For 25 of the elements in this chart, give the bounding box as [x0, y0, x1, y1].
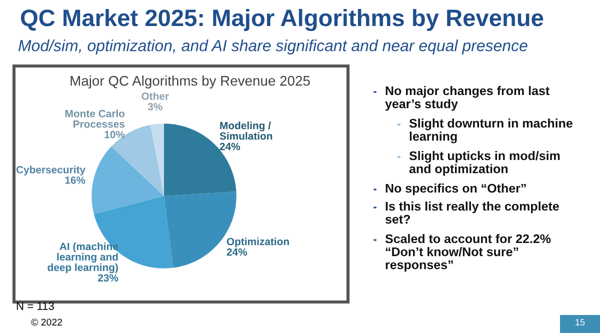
- chart-subtitle: Mod/sim, optimization, and AI share significant and near equal presence: [18, 40, 528, 54]
- data-label: 16%: [65, 176, 86, 184]
- text: Slight downturn in machine learning: [409, 118, 572, 144]
- text: No specifics on “Other”: [386, 184, 526, 196]
- text: © 2022: [31, 318, 62, 326]
- slice-label: Monte Carlo Processes: [65, 110, 125, 128]
- slice-label: Optimization: [226, 238, 289, 248]
- data-label: 24%: [226, 248, 248, 256]
- pie-slice: [92, 146, 164, 214]
- text: Scaled to account for 22.2% “Don’t know/Not sure” responses”: [385, 234, 551, 272]
- data-label: 23%: [98, 274, 118, 282]
- text: Is this list really the complete set?: [385, 202, 559, 224]
- data-label: 10%: [104, 130, 125, 138]
- text: N = 113: [16, 302, 54, 310]
- data-label: 3%: [148, 102, 162, 110]
- slice-label: Modeling / Simulation: [220, 122, 272, 140]
- data-label: 24%: [220, 142, 240, 150]
- slice-label: Other: [142, 92, 169, 100]
- text: 15: [576, 319, 585, 326]
- text: Slight upticks in mod/sim and optimization: [409, 151, 560, 176]
- text: No major changes from last year’s study: [385, 86, 550, 111]
- text: Major QC Algorithms by Revenue 2025: [70, 76, 310, 88]
- pie-slice: [150, 124, 164, 196]
- slice-label: Cybersecurity: [16, 166, 86, 176]
- chart-title: QC Market 2025: Major Algorithms by Revenue: [20, 8, 544, 32]
